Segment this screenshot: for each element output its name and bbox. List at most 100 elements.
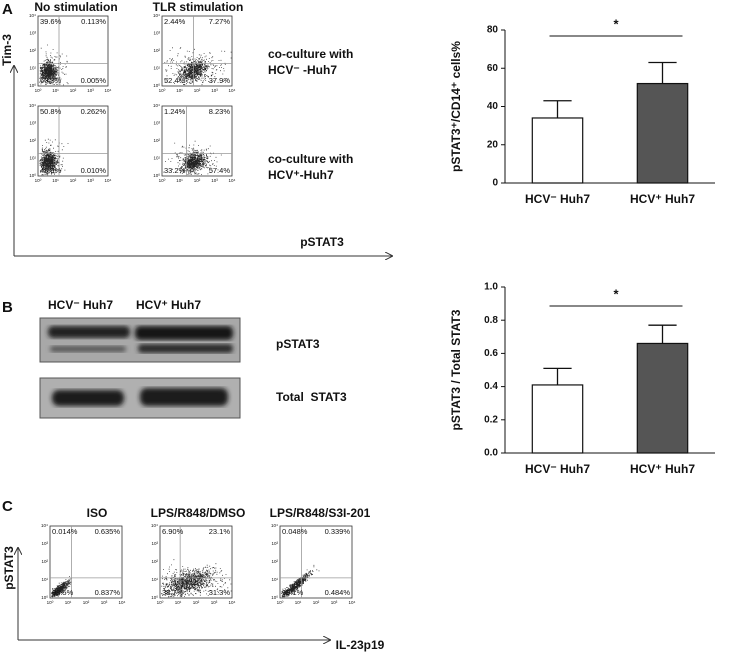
quadrant-percent: 0.635% bbox=[95, 527, 121, 536]
flow-tick-label: 10⁴ bbox=[41, 523, 48, 528]
y-tick-label: 0.8 bbox=[484, 315, 498, 326]
flow-tick-label: 10⁴ bbox=[229, 178, 236, 183]
quadrant-percent: 0.262% bbox=[81, 107, 107, 116]
flow-tick-label: 10³ bbox=[153, 121, 160, 126]
quadrant-percent: 23.1% bbox=[209, 527, 231, 536]
y-tick-label: 80 bbox=[487, 25, 499, 36]
flow-tick-label: 10³ bbox=[29, 121, 36, 126]
flow-tick-label: 10² bbox=[29, 138, 36, 143]
flow-tick-label: 10⁰ bbox=[29, 173, 36, 178]
flow-tick-label: 10¹ bbox=[29, 66, 36, 71]
quadrant-percent: 0.010% bbox=[81, 166, 107, 175]
flow-tick-label: 10³ bbox=[271, 541, 278, 546]
y-tick-label: 0.2 bbox=[484, 414, 498, 425]
flow-tick-label: 10⁰ bbox=[153, 173, 160, 178]
axis-label: Tim-3 bbox=[0, 34, 14, 66]
axis-label: pSTAT3 bbox=[2, 546, 16, 590]
column-header: LPS/R848/S3I-201 bbox=[270, 506, 371, 520]
bar-chart: 0 20 40 60 80 pSTAT3⁺/CD14⁺ cells% HCV⁻ Huh7 HC… bbox=[449, 16, 715, 206]
y-tick-label: 0.0 bbox=[484, 448, 498, 459]
flow-tick-label: 10³ bbox=[101, 600, 108, 605]
flow-tick-label: 10¹ bbox=[29, 156, 36, 161]
flow-tick-label: 10⁴ bbox=[153, 13, 160, 18]
x-tick-label: HCV⁻ Huh7 bbox=[525, 462, 590, 476]
flow-tick-label: 10¹ bbox=[52, 88, 59, 93]
flow-tick-label: 10⁰ bbox=[159, 178, 166, 183]
column-header: LPS/R848/DMSO bbox=[151, 506, 246, 520]
flow-tick-label: 10³ bbox=[41, 541, 48, 546]
row-label: co-culture with bbox=[268, 152, 353, 166]
bar bbox=[636, 342, 689, 454]
quadrant-percent: 1.24% bbox=[164, 107, 186, 116]
flow-tick-label: 10³ bbox=[211, 88, 218, 93]
flow-tick-label: 10¹ bbox=[153, 156, 160, 161]
y-axis-label: pSTAT3⁺/CD14⁺ cells% bbox=[449, 41, 463, 172]
flow-tick-label: 10² bbox=[83, 600, 90, 605]
flow-tick-label: 10⁴ bbox=[29, 13, 36, 18]
y-tick-label: 0.4 bbox=[484, 381, 498, 392]
flow-tick-label: 10¹ bbox=[176, 178, 183, 183]
flow-tick-label: 10⁴ bbox=[119, 600, 126, 605]
significance-mark: * bbox=[613, 286, 619, 301]
dot-cloud bbox=[164, 47, 232, 86]
quadrant-percent: 7.27% bbox=[209, 17, 231, 26]
flow-tick-label: 10¹ bbox=[52, 178, 59, 183]
flow-tick-label: 10² bbox=[194, 88, 201, 93]
flow-tick-label: 10⁰ bbox=[153, 83, 160, 88]
flow-tick-label: 10² bbox=[313, 600, 320, 605]
quadrant-percent: 38.7% bbox=[162, 588, 184, 597]
x-tick-label: HCV⁺ Huh7 bbox=[630, 462, 695, 476]
flow-tick-label: 10³ bbox=[29, 31, 36, 36]
flow-tick-label: 10³ bbox=[153, 31, 160, 36]
flow-tick-label: 10¹ bbox=[153, 66, 160, 71]
significance-mark: * bbox=[613, 16, 619, 31]
lane-label: HCV⁺ Huh7 bbox=[136, 298, 201, 312]
row-label: HCV⁻ -Huh7 bbox=[268, 63, 337, 77]
flow-tick-label: 10¹ bbox=[271, 577, 278, 582]
quadrant-percent: 39.6% bbox=[40, 17, 62, 26]
quadrant-percent: 2.44% bbox=[164, 17, 186, 26]
quadrant-percent: 0.113% bbox=[81, 17, 106, 26]
flow-tick-label: 10⁴ bbox=[105, 178, 112, 183]
bar-chart: 0.0 0.2 0.4 0.6 0.8 1.0 pSTAT3 / Total STAT3 HC… bbox=[449, 282, 715, 476]
panel-label: A bbox=[2, 1, 13, 18]
y-axis-label: pSTAT3 / Total STAT3 bbox=[449, 309, 463, 430]
flow-tick-label: 10³ bbox=[87, 178, 94, 183]
quadrant-percent: 0.339% bbox=[325, 527, 351, 536]
panel-label: B bbox=[2, 299, 13, 316]
flow-tick-label: 10⁰ bbox=[29, 83, 36, 88]
quadrant-percent: 50.8% bbox=[40, 107, 62, 116]
flow-tick-label: 10² bbox=[193, 600, 200, 605]
quadrant-percent: 6.90% bbox=[162, 527, 184, 536]
y-tick-label: 20 bbox=[487, 139, 499, 150]
flow-tick-label: 10⁰ bbox=[151, 595, 158, 600]
flow-tick-label: 10³ bbox=[211, 178, 218, 183]
dot-cloud bbox=[163, 140, 222, 175]
column-header: No stimulation bbox=[34, 0, 117, 14]
dot-cloud bbox=[162, 559, 232, 597]
quadrant-percent: 52.4% bbox=[164, 76, 186, 85]
quadrant-percent: 98.5% bbox=[52, 588, 74, 597]
flow-tick-label: 10² bbox=[29, 48, 36, 53]
flow-tick-label: 10¹ bbox=[41, 577, 48, 582]
quadrant-percent: 0.005% bbox=[81, 76, 107, 85]
axis-label: IL-23p19 bbox=[336, 638, 385, 652]
flow-tick-label: 10¹ bbox=[176, 88, 183, 93]
flow-tick-label: 10⁰ bbox=[41, 595, 48, 600]
flow-tick-label: 10¹ bbox=[151, 577, 158, 582]
bar bbox=[531, 384, 584, 454]
flow-tick-label: 10³ bbox=[211, 600, 218, 605]
quadrant-percent: 33.2% bbox=[164, 166, 186, 175]
flow-tick-label: 10⁰ bbox=[271, 595, 278, 600]
quadrant-percent: 57.4% bbox=[209, 166, 231, 175]
flow-tick-label: 10² bbox=[70, 178, 77, 183]
y-tick-label: 0.6 bbox=[484, 348, 498, 359]
y-tick-label: 1.0 bbox=[484, 282, 498, 293]
flow-tick-label: 10³ bbox=[331, 600, 338, 605]
flow-tick-label: 10² bbox=[194, 178, 201, 183]
blot bbox=[39, 317, 241, 419]
